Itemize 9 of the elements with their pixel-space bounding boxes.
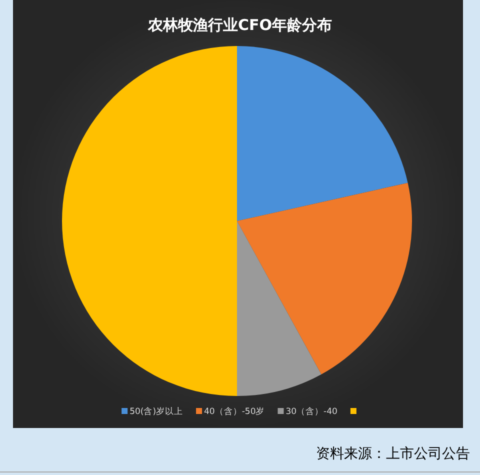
pie-slice: [237, 182, 412, 374]
legend-label: 30（含）-40: [286, 406, 338, 417]
pie-slice: [62, 46, 237, 396]
legend-label: 50(含)岁以上: [130, 406, 184, 417]
text: 资料来源：上市公司公告: [316, 446, 470, 462]
chart-title: 农林牧渔行业CFO年龄分布: [146, 16, 332, 34]
legend-label: 40（含）-50岁: [204, 406, 265, 417]
pie-slice: [237, 46, 408, 221]
pie-slice: [237, 221, 322, 396]
